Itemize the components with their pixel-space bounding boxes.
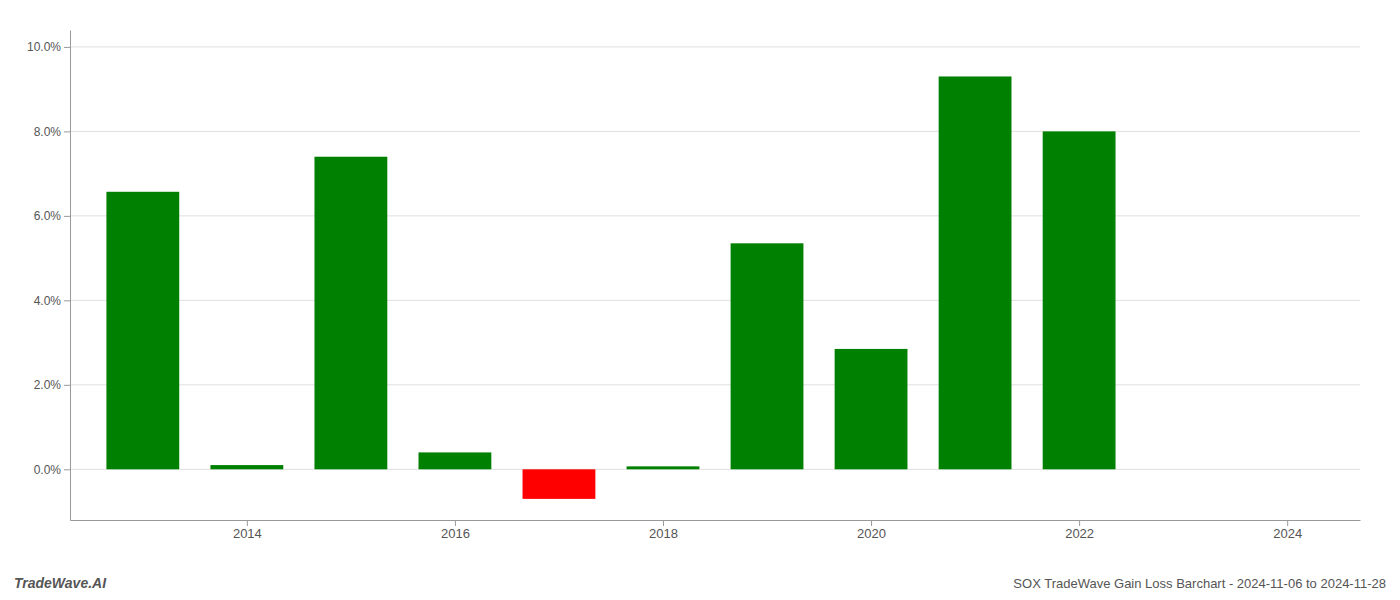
tick-label: 4.0%	[34, 294, 62, 308]
grid	[70, 47, 1360, 469]
bar	[1147, 469, 1220, 470]
grid-line	[70, 131, 1360, 132]
tick-mark	[663, 520, 664, 526]
tick-mark	[64, 300, 70, 301]
annotations: TradeWave.AI SOX TradeWave Gain Loss Barc…	[14, 575, 1386, 591]
y-tick: 4.0%	[34, 294, 70, 308]
tick-mark	[64, 469, 70, 470]
grid-line	[70, 300, 1360, 301]
x-tick: 2024	[1273, 520, 1302, 541]
chart: 0.0% 2.0% 4.0% 6.0% 8.0% 10.0% 2014 2016 2018 202…	[0, 0, 1400, 600]
tick-label: 2018	[649, 526, 678, 541]
y-tick: 0.0%	[34, 463, 70, 477]
tick-label: 2020	[857, 526, 886, 541]
bar	[835, 349, 908, 469]
y-axis: 0.0% 2.0% 4.0% 6.0% 8.0% 10.0%	[27, 31, 71, 521]
tick-label: 0.0%	[34, 463, 62, 477]
tick-mark	[64, 385, 70, 386]
y-tick: 2.0%	[34, 378, 70, 392]
tick-mark	[1079, 520, 1080, 526]
bar	[627, 466, 700, 469]
bars	[106, 76, 1115, 498]
bar	[523, 469, 596, 499]
tick-label: 2024	[1273, 526, 1302, 541]
tick-mark	[871, 520, 872, 526]
tick-mark	[64, 47, 70, 48]
y-tick: 8.0%	[34, 125, 70, 139]
tick-label: 10.0%	[27, 40, 61, 54]
bar	[1043, 131, 1116, 469]
tick-mark	[455, 520, 456, 526]
x-axis: 2014 2016 2018 2020 2022 2024	[71, 520, 1361, 541]
tick-mark	[64, 216, 70, 217]
tick-label: 2014	[233, 526, 262, 541]
x-tick: 2018	[649, 520, 678, 541]
x-tick: 2022	[1065, 520, 1094, 541]
bar	[419, 452, 492, 469]
y-tick: 10.0%	[27, 40, 70, 54]
x-tick: 2016	[441, 520, 470, 541]
tick-label: 2016	[441, 526, 470, 541]
footer-right: SOX TradeWave Gain Loss Barchart - 2024-…	[1013, 576, 1386, 591]
plot-area: 0.0% 2.0% 4.0% 6.0% 8.0% 10.0% 2014 2016 2018 202…	[27, 31, 1361, 542]
bar	[731, 243, 804, 469]
tick-mark	[64, 131, 70, 132]
bar	[939, 76, 1012, 469]
tick-label: 2022	[1065, 526, 1094, 541]
x-tick: 2014	[233, 520, 262, 541]
tick-label: 6.0%	[34, 209, 62, 223]
axis-line	[70, 31, 71, 521]
tick-label: 2.0%	[34, 378, 62, 392]
x-tick: 2020	[857, 520, 886, 541]
bar	[210, 465, 283, 469]
axis-line	[71, 520, 1361, 521]
bar	[314, 157, 387, 470]
y-tick: 6.0%	[34, 209, 70, 223]
grid-line	[70, 46, 1360, 47]
tick-mark	[1287, 520, 1288, 526]
grid-line	[70, 384, 1360, 385]
footer-left: TradeWave.AI	[14, 575, 107, 591]
bar	[106, 192, 179, 470]
grid-line	[70, 215, 1360, 216]
tick-mark	[247, 520, 248, 526]
tick-label: 8.0%	[34, 125, 62, 139]
